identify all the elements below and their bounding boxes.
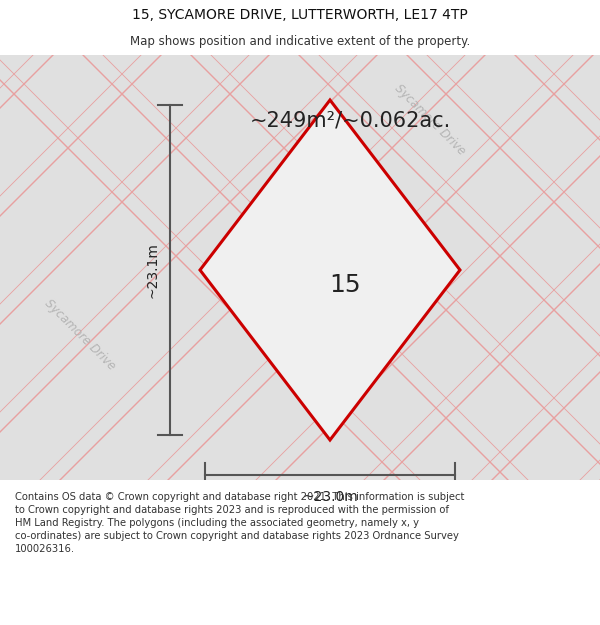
Polygon shape xyxy=(400,0,560,113)
Polygon shape xyxy=(480,253,600,383)
Text: ~23.1m: ~23.1m xyxy=(145,242,159,298)
Polygon shape xyxy=(160,145,320,275)
Polygon shape xyxy=(320,0,480,59)
Polygon shape xyxy=(0,0,80,5)
Polygon shape xyxy=(80,0,240,5)
Polygon shape xyxy=(240,91,400,221)
Polygon shape xyxy=(400,199,560,329)
Text: Sycamore Drive: Sycamore Drive xyxy=(392,82,468,158)
Polygon shape xyxy=(560,91,600,221)
Polygon shape xyxy=(400,91,560,221)
Polygon shape xyxy=(0,253,160,383)
Text: ~249m²/~0.062ac.: ~249m²/~0.062ac. xyxy=(250,110,451,130)
Polygon shape xyxy=(560,307,600,437)
Polygon shape xyxy=(320,253,480,383)
Polygon shape xyxy=(400,0,560,5)
Polygon shape xyxy=(320,361,480,491)
Text: 15: 15 xyxy=(329,273,361,297)
Polygon shape xyxy=(160,253,320,383)
Text: Map shows position and indicative extent of the property.: Map shows position and indicative extent… xyxy=(130,35,470,48)
Polygon shape xyxy=(240,0,400,5)
Polygon shape xyxy=(0,145,160,275)
Polygon shape xyxy=(400,307,560,437)
Polygon shape xyxy=(80,307,240,437)
Text: 15, SYCAMORE DRIVE, LUTTERWORTH, LE17 4TP: 15, SYCAMORE DRIVE, LUTTERWORTH, LE17 4T… xyxy=(132,8,468,22)
Polygon shape xyxy=(560,0,600,113)
Polygon shape xyxy=(0,469,160,599)
Polygon shape xyxy=(0,361,160,491)
Polygon shape xyxy=(480,145,600,275)
Polygon shape xyxy=(480,37,600,167)
Polygon shape xyxy=(480,0,600,59)
Polygon shape xyxy=(240,199,400,329)
Polygon shape xyxy=(160,469,320,599)
Polygon shape xyxy=(80,91,240,221)
Polygon shape xyxy=(80,415,240,545)
Polygon shape xyxy=(0,37,160,167)
Polygon shape xyxy=(480,361,600,491)
Polygon shape xyxy=(560,199,600,329)
Polygon shape xyxy=(240,415,400,545)
Polygon shape xyxy=(160,37,320,167)
Polygon shape xyxy=(320,469,480,599)
Text: Sycamore Drive: Sycamore Drive xyxy=(42,297,118,373)
Polygon shape xyxy=(0,307,80,437)
Polygon shape xyxy=(0,0,160,59)
Polygon shape xyxy=(160,361,320,491)
Polygon shape xyxy=(560,0,600,5)
Polygon shape xyxy=(200,100,460,440)
Polygon shape xyxy=(0,415,80,545)
Polygon shape xyxy=(240,0,400,113)
Polygon shape xyxy=(80,199,240,329)
Text: ~23.0m: ~23.0m xyxy=(302,490,358,504)
Polygon shape xyxy=(240,307,400,437)
Text: Contains OS data © Crown copyright and database right 2021. This information is : Contains OS data © Crown copyright and d… xyxy=(15,492,464,554)
Polygon shape xyxy=(0,91,80,221)
Polygon shape xyxy=(320,145,480,275)
Polygon shape xyxy=(80,0,240,113)
Polygon shape xyxy=(320,37,480,167)
Polygon shape xyxy=(0,0,80,113)
Polygon shape xyxy=(480,469,600,599)
Polygon shape xyxy=(0,199,80,329)
Polygon shape xyxy=(400,415,560,545)
Polygon shape xyxy=(160,0,320,59)
Polygon shape xyxy=(560,415,600,545)
